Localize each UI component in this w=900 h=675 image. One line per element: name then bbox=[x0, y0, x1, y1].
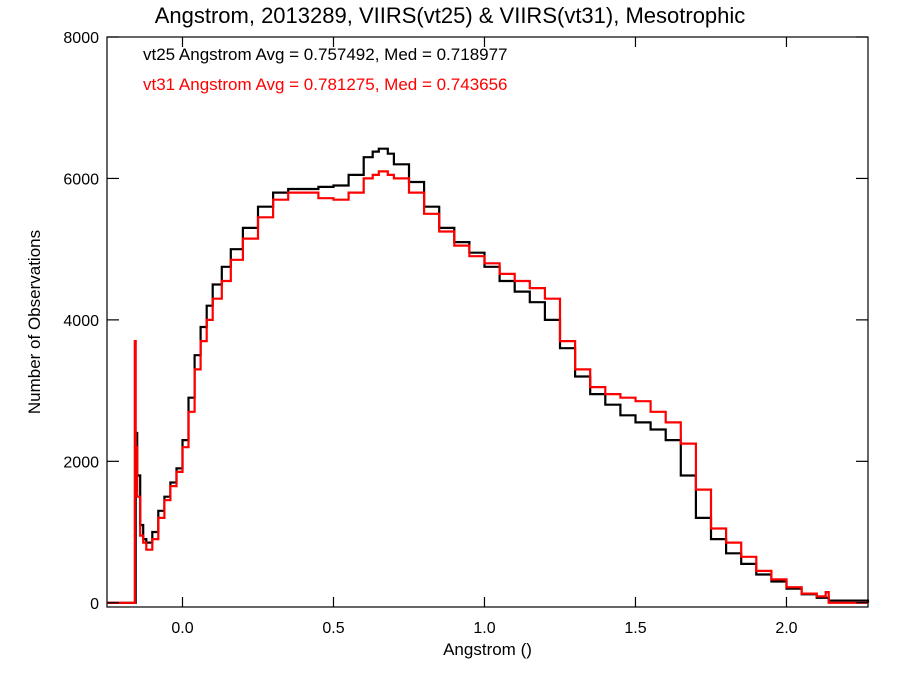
y-axis-label: Number of Observations bbox=[25, 230, 44, 414]
series-line-vt25 bbox=[107, 147, 870, 604]
chart-title: Angstrom, 2013289, VIIRS(vt25) & VIIRS(v… bbox=[154, 3, 746, 28]
stats-annotations: vt25 Angstrom Avg = 0.757492, Med = 0.71… bbox=[143, 45, 508, 94]
x-tick-label: 0.5 bbox=[322, 620, 344, 637]
stats-text-vt25: vt25 Angstrom Avg = 0.757492, Med = 0.71… bbox=[143, 45, 508, 64]
x-tick-label: 2.0 bbox=[775, 620, 797, 637]
x-tick-label: 1.0 bbox=[473, 620, 495, 637]
x-tick-label: 1.5 bbox=[624, 620, 646, 637]
y-tick-label: 4000 bbox=[63, 313, 99, 330]
series-line-vt31 bbox=[107, 170, 868, 604]
plot-border bbox=[106, 36, 869, 608]
x-tick-label: 0.0 bbox=[171, 620, 193, 637]
y-tick-label: 2000 bbox=[63, 454, 99, 471]
plot-frame bbox=[106, 36, 869, 608]
series-layer bbox=[107, 147, 870, 604]
y-tick-label: 8000 bbox=[63, 30, 99, 47]
y-tick-label: 6000 bbox=[63, 171, 99, 188]
y-tick-label: 0 bbox=[90, 596, 99, 613]
axes-layer: 0.0 0.5 1.0 1.5 2.0 0 2000 4000 6000 8000 bbox=[63, 30, 868, 637]
x-axis-label: Angstrom () bbox=[443, 640, 532, 659]
stats-text-vt31: vt31 Angstrom Avg = 0.781275, Med = 0.74… bbox=[143, 75, 508, 94]
